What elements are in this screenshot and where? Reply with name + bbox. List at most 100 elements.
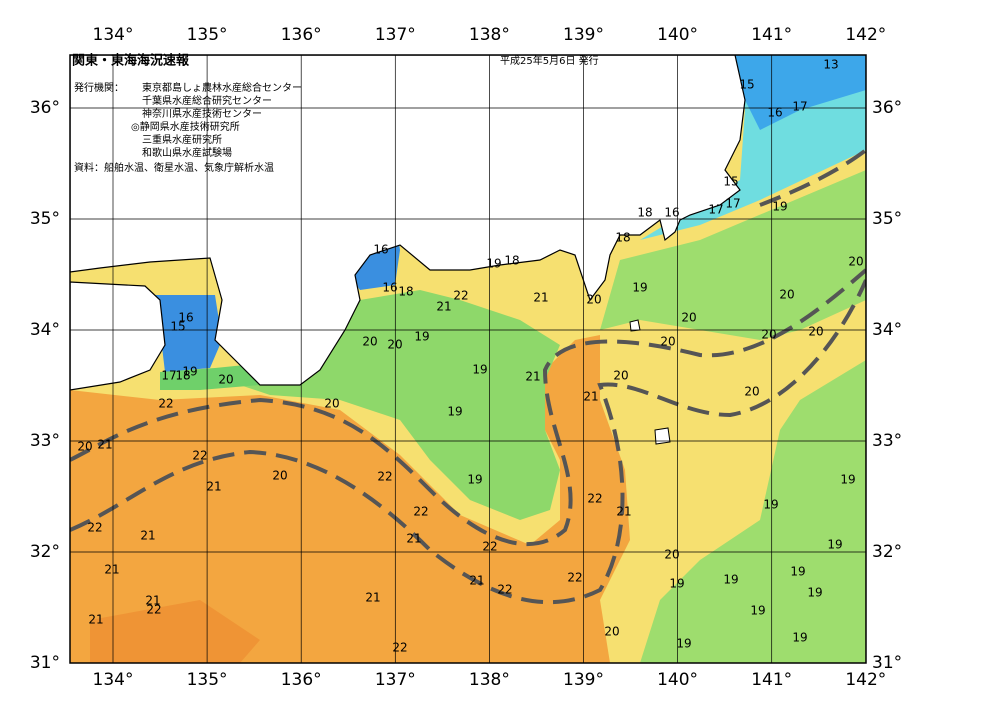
map-title: 関東・東海海況速報 bbox=[72, 53, 190, 69]
isotherm-label: 19 bbox=[763, 498, 778, 512]
issuer: 東京都島しょ農林水産総合センター bbox=[142, 81, 302, 94]
lat-label-right: 36° bbox=[872, 98, 902, 118]
isotherm-label: 21 bbox=[583, 390, 598, 404]
cool-water bbox=[600, 170, 866, 663]
isotherm-label: 22 bbox=[192, 449, 207, 463]
isotherm-label: 22 bbox=[158, 397, 173, 411]
lon-label-bottom: 140° bbox=[657, 670, 698, 690]
lon-label-top: 134° bbox=[93, 25, 134, 45]
isotherm-label: 21 bbox=[436, 300, 451, 314]
isotherm-label: 20 bbox=[613, 369, 628, 383]
isotherm-label: 20 bbox=[362, 335, 377, 349]
isotherm-label: 19 bbox=[723, 573, 738, 587]
isotherm-label: 20 bbox=[387, 338, 402, 352]
isotherm-label: 17 bbox=[792, 100, 807, 114]
isotherm-label: 20 bbox=[664, 548, 679, 562]
lon-label-top: 140° bbox=[657, 25, 698, 45]
data-source: 資料：船舶水温、衛星水温、気象庁解析水温 bbox=[74, 161, 274, 174]
issuer: 三重県水産研究所 bbox=[142, 133, 222, 146]
isotherm-label: 22 bbox=[377, 470, 392, 484]
isotherm-label: 22 bbox=[413, 505, 428, 519]
isotherm-label: 21 bbox=[145, 594, 160, 608]
kuroshio-axis bbox=[70, 148, 866, 605]
lon-label-bottom: 141° bbox=[751, 670, 792, 690]
isotherm-label: 19 bbox=[414, 330, 429, 344]
issuer-label: 発行機関： bbox=[74, 81, 124, 94]
isotherm-label: 19 bbox=[669, 577, 684, 591]
isotherm-label: 21 bbox=[525, 370, 540, 384]
bay-water bbox=[150, 295, 222, 372]
isotherm-label: 21 bbox=[533, 291, 548, 305]
isotherm-label: 21 bbox=[469, 574, 484, 588]
lon-label-top: 142° bbox=[845, 25, 886, 45]
isotherm-label: 22 bbox=[482, 540, 497, 554]
issuer: 神奈川県水産技術センター bbox=[142, 107, 262, 120]
isotherm-label: 20 bbox=[848, 255, 863, 269]
isotherm-label: 18 bbox=[504, 254, 519, 268]
issuer: 千葉県水産総合研究センター bbox=[142, 94, 272, 107]
lon-label-top: 136° bbox=[281, 25, 322, 45]
isotherm-label: 18 bbox=[615, 231, 630, 245]
isotherm-label: 17 bbox=[708, 203, 723, 217]
issue-date: 平成25年5月6日 発行 bbox=[500, 54, 599, 67]
lat-label-left: 36° bbox=[30, 98, 60, 118]
lon-label-bottom: 137° bbox=[375, 670, 416, 690]
isotherm-label: 16 bbox=[382, 281, 397, 295]
shikoku-land bbox=[70, 281, 166, 391]
isotherm-label: 22 bbox=[392, 641, 407, 655]
isotherm-label: 22 bbox=[453, 289, 468, 303]
lon-label-top: 138° bbox=[469, 25, 510, 45]
isotherm-label: 13 bbox=[823, 58, 838, 72]
isotherm-label: 18 bbox=[398, 285, 413, 299]
map-frame bbox=[69, 54, 867, 664]
cold-water bbox=[735, 55, 866, 130]
lat-label-left: 35° bbox=[30, 209, 60, 229]
warm-water bbox=[90, 600, 260, 663]
isotherm-label: 19 bbox=[182, 365, 197, 379]
isotherm-label: 16 bbox=[373, 243, 388, 257]
isotherm-label: 20 bbox=[744, 385, 759, 399]
lat-label-right: 31° bbox=[872, 653, 902, 673]
isotherm-label: 16 bbox=[767, 106, 782, 120]
isotherm-label: 19 bbox=[827, 538, 842, 552]
isotherm-label: 20 bbox=[681, 311, 696, 325]
isotherm-label: 19 bbox=[632, 281, 647, 295]
isotherm-label: 20 bbox=[324, 397, 339, 411]
isotherm-label: 22 bbox=[567, 571, 582, 585]
isotherm-label: 20 bbox=[808, 325, 823, 339]
isotherm-label: 19 bbox=[790, 565, 805, 579]
island bbox=[629, 319, 641, 332]
isotherm-label: 18 bbox=[175, 369, 190, 383]
lat-label-left: 33° bbox=[30, 431, 60, 451]
isotherm-label: 19 bbox=[676, 637, 691, 651]
isotherm-label: 19 bbox=[840, 473, 855, 487]
isotherm-label: 16 bbox=[664, 206, 679, 220]
lat-label-left: 34° bbox=[30, 320, 60, 340]
isotherm-label: 21 bbox=[104, 563, 119, 577]
isotherm-label: 20 bbox=[604, 625, 619, 639]
isotherm-label: 19 bbox=[486, 257, 501, 271]
honshu-land bbox=[70, 55, 746, 386]
isotherm-label: 17 bbox=[161, 369, 176, 383]
isotherm-label: 19 bbox=[772, 200, 787, 214]
isotherm-label: 22 bbox=[146, 603, 161, 617]
lon-label-bottom: 142° bbox=[845, 670, 886, 690]
lon-label-top: 141° bbox=[751, 25, 792, 45]
isotherm-label: 15 bbox=[723, 175, 738, 189]
isotherm-label: 20 bbox=[761, 328, 776, 342]
isotherm-label: 19 bbox=[467, 473, 482, 487]
isotherm-label: 20 bbox=[779, 288, 794, 302]
lat-label-right: 32° bbox=[872, 542, 902, 562]
lat-label-left: 32° bbox=[30, 542, 60, 562]
isotherm-label: 21 bbox=[206, 480, 221, 494]
isotherm-label: 20 bbox=[218, 373, 233, 387]
coastal-water bbox=[160, 365, 260, 390]
isotherm-label: 19 bbox=[792, 631, 807, 645]
isotherm-label: 20 bbox=[586, 293, 601, 307]
isotherm-label: 19 bbox=[472, 363, 487, 377]
isotherm-label: 21 bbox=[616, 505, 631, 519]
isotherm-label: 22 bbox=[587, 492, 602, 506]
lon-label-top: 135° bbox=[187, 25, 228, 45]
isotherm-label: 22 bbox=[87, 521, 102, 535]
